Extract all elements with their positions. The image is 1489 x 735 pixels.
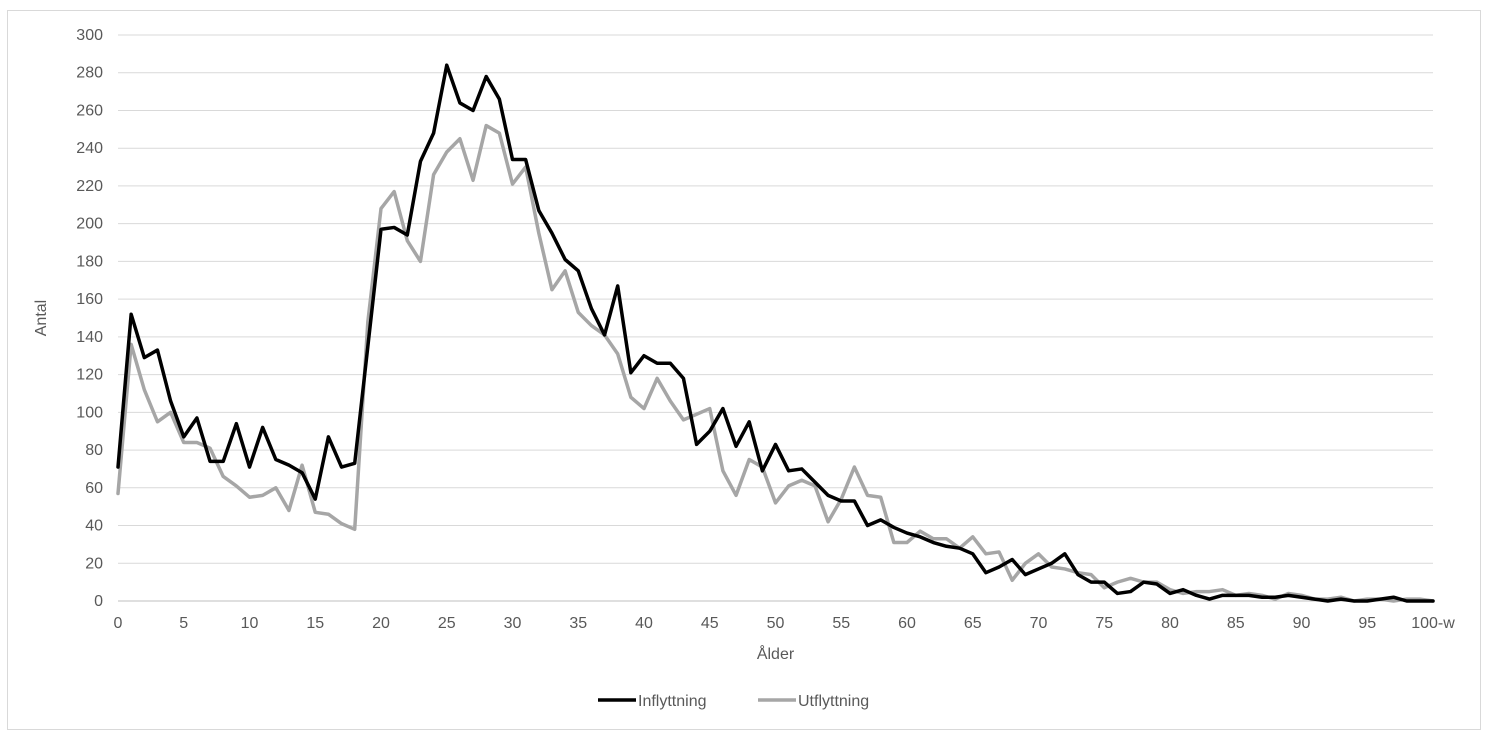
x-tick-label: 35 [569,615,587,632]
x-tick-label: 5 [179,615,188,632]
x-tick-label: 45 [701,615,719,632]
x-tick-label: 20 [372,615,390,632]
y-tick-label: 120 [76,367,103,384]
y-tick-label: 300 [76,27,103,44]
x-tick-label: 85 [1227,615,1245,632]
y-tick-label: 160 [76,291,103,308]
x-tick-label: 80 [1161,615,1179,632]
legend-label-inflyttning: Inflyttning [638,693,706,710]
x-axis-title: Ålder [757,644,795,663]
y-tick-label: 220 [76,178,103,195]
y-tick-label: 280 [76,65,103,82]
y-tick-label: 0 [94,593,103,610]
x-tick-label: 50 [767,615,785,632]
x-tick-label: 60 [898,615,916,632]
x-tick-label: 90 [1293,615,1311,632]
x-tick-label: 0 [114,615,123,632]
legend-label-utflyttning: Utflyttning [798,693,869,710]
x-tick-label: 65 [964,615,982,632]
x-tick-label: 15 [306,615,324,632]
y-axis-title: Antal [33,300,50,336]
x-tick-label: 30 [504,615,522,632]
y-tick-label: 200 [76,216,103,233]
y-tick-label: 100 [76,404,103,421]
y-tick-label: 140 [76,329,103,346]
y-tick-label: 40 [85,518,103,535]
x-tick-label: 10 [241,615,259,632]
x-tick-label: 100-w [1411,615,1455,632]
x-tick-label: 95 [1358,615,1376,632]
y-tick-label: 260 [76,102,103,119]
y-tick-label: 240 [76,140,103,157]
x-tick-label: 55 [832,615,850,632]
series-line-utflyttning [116,123,1435,603]
y-tick-label: 20 [85,555,103,572]
x-tick-label: 75 [1095,615,1113,632]
y-tick-label: 180 [76,253,103,270]
series-line-inflyttning [116,63,1435,603]
x-tick-label: 25 [438,615,456,632]
y-tick-label: 60 [85,480,103,497]
x-tick-label: 70 [1030,615,1048,632]
chart-frame: 0 20 40 60 80 100 120 140 160 180 200 220 240 260 280 3… [7,10,1481,730]
y-tick-label: 80 [85,442,103,459]
line-chart: 0204060801001201401601802002202402602803… [33,27,1455,710]
x-tick-label: 40 [635,615,653,632]
